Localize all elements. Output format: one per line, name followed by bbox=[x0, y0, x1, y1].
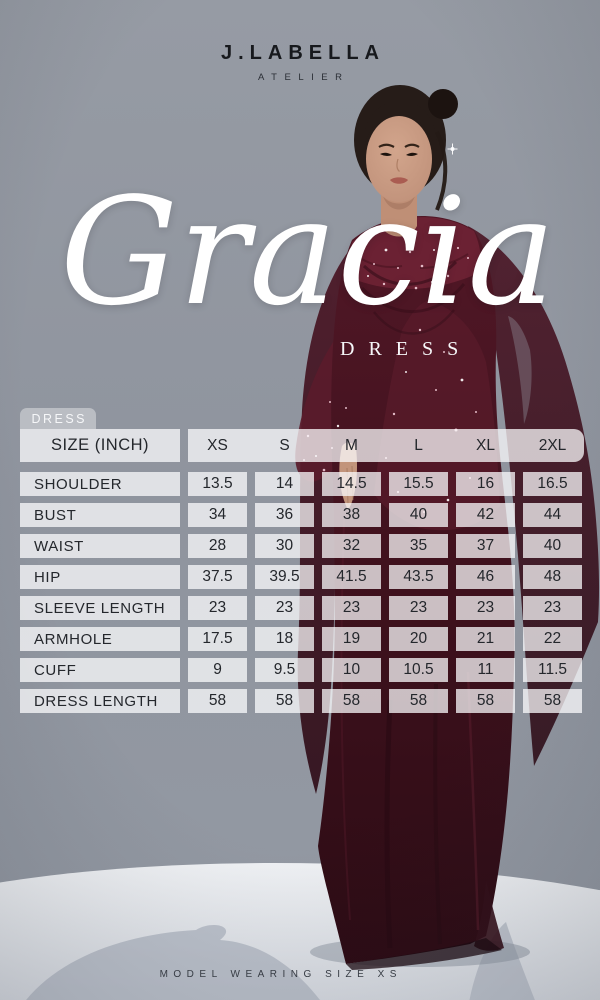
size-col-header: 2XL bbox=[538, 436, 567, 454]
table-row: HIP 37.5 39.5 41.5 43.5 46 48 bbox=[20, 565, 584, 589]
size-cell: 46 bbox=[456, 565, 515, 589]
table-row: WAIST 28 30 32 35 37 40 bbox=[20, 534, 584, 558]
size-cell: 10.5 bbox=[389, 658, 448, 682]
row-label: HIP bbox=[20, 565, 180, 589]
size-cell: 22 bbox=[523, 627, 582, 651]
size-cell: 9 bbox=[188, 658, 247, 682]
table-row: SLEEVE LENGTH 23 23 23 23 23 23 bbox=[20, 596, 584, 620]
size-cell: 41.5 bbox=[322, 565, 381, 589]
size-cell: 11.5 bbox=[523, 658, 582, 682]
size-chart-tab: DRESS bbox=[20, 408, 96, 429]
size-cell: 13.5 bbox=[188, 472, 247, 496]
row-label: SHOULDER bbox=[20, 472, 180, 496]
size-cell: 35 bbox=[389, 534, 448, 558]
size-cell: 23 bbox=[188, 596, 247, 620]
size-cell: 38 bbox=[322, 503, 381, 527]
size-col-header: M bbox=[345, 436, 358, 454]
size-cell: 32 bbox=[322, 534, 381, 558]
size-cell: 30 bbox=[255, 534, 314, 558]
size-cell: 42 bbox=[456, 503, 515, 527]
brand-sublogo: ATELIER bbox=[258, 72, 350, 83]
row-label: SLEEVE LENGTH bbox=[20, 596, 180, 620]
size-cell: 36 bbox=[255, 503, 314, 527]
size-cell: 23 bbox=[456, 596, 515, 620]
size-col-header: XS bbox=[207, 436, 228, 454]
brand-header: J.LABELLA ATELIER bbox=[0, 42, 600, 83]
size-cell: 23 bbox=[255, 596, 314, 620]
size-cell: 58 bbox=[456, 689, 515, 713]
row-label: DRESS LENGTH bbox=[20, 689, 180, 713]
size-cell: 39.5 bbox=[255, 565, 314, 589]
size-cell: 18 bbox=[255, 627, 314, 651]
row-label: CUFF bbox=[20, 658, 180, 682]
size-cell: 44 bbox=[523, 503, 582, 527]
size-cell: 10 bbox=[322, 658, 381, 682]
size-cell: 23 bbox=[389, 596, 448, 620]
table-row: ARMHOLE 17.5 18 19 20 21 22 bbox=[20, 627, 584, 651]
model-size-caption: MODEL WEARING SIZE XS bbox=[159, 969, 402, 980]
size-cell: 21 bbox=[456, 627, 515, 651]
table-row: CUFF 9 9.5 10 10.5 11 11.5 bbox=[20, 658, 584, 682]
size-cell: 58 bbox=[389, 689, 448, 713]
size-cell: 28 bbox=[188, 534, 247, 558]
size-chart-unit-header: SIZE (INCH) bbox=[20, 429, 180, 462]
size-cell: 37 bbox=[456, 534, 515, 558]
size-col-header: L bbox=[414, 436, 423, 454]
size-cell: 11 bbox=[456, 658, 515, 682]
size-cell: 58 bbox=[322, 689, 381, 713]
size-cell: 58 bbox=[188, 689, 247, 713]
size-cell: 23 bbox=[322, 596, 381, 620]
size-cell: 40 bbox=[389, 503, 448, 527]
size-col-header: S bbox=[279, 436, 290, 454]
size-cell: 16 bbox=[456, 472, 515, 496]
size-chart: DRESS SIZE (INCH) XS S M L XL 2XL SHOULD… bbox=[20, 408, 584, 713]
size-cell: 40 bbox=[523, 534, 582, 558]
size-cell: 23 bbox=[523, 596, 582, 620]
size-chart-header-row: SIZE (INCH) XS S M L XL 2XL bbox=[20, 429, 584, 462]
table-row: BUST 34 36 38 40 42 44 bbox=[20, 503, 584, 527]
size-cell: 43.5 bbox=[389, 565, 448, 589]
size-chart-sizes-strip: XS S M L XL 2XL bbox=[188, 429, 584, 462]
brand-logo: J.LABELLA bbox=[221, 42, 385, 64]
size-cell: 58 bbox=[523, 689, 582, 713]
size-cell: 58 bbox=[255, 689, 314, 713]
size-cell: 19 bbox=[322, 627, 381, 651]
size-cell: 9.5 bbox=[255, 658, 314, 682]
row-label: WAIST bbox=[20, 534, 180, 558]
size-cell: 14.5 bbox=[322, 472, 381, 496]
table-row: SHOULDER 13.5 14 14.5 15.5 16 16.5 bbox=[20, 472, 584, 496]
table-row: DRESS LENGTH 58 58 58 58 58 58 bbox=[20, 689, 584, 713]
size-cell: 14 bbox=[255, 472, 314, 496]
size-cell: 15.5 bbox=[389, 472, 448, 496]
size-cell: 20 bbox=[389, 627, 448, 651]
size-cell: 48 bbox=[523, 565, 582, 589]
row-label: ARMHOLE bbox=[20, 627, 180, 651]
size-col-header: XL bbox=[476, 436, 495, 454]
row-label: BUST bbox=[20, 503, 180, 527]
size-cell: 37.5 bbox=[188, 565, 247, 589]
size-cell: 34 bbox=[188, 503, 247, 527]
size-cell: 17.5 bbox=[188, 627, 247, 651]
size-cell: 16.5 bbox=[523, 472, 582, 496]
